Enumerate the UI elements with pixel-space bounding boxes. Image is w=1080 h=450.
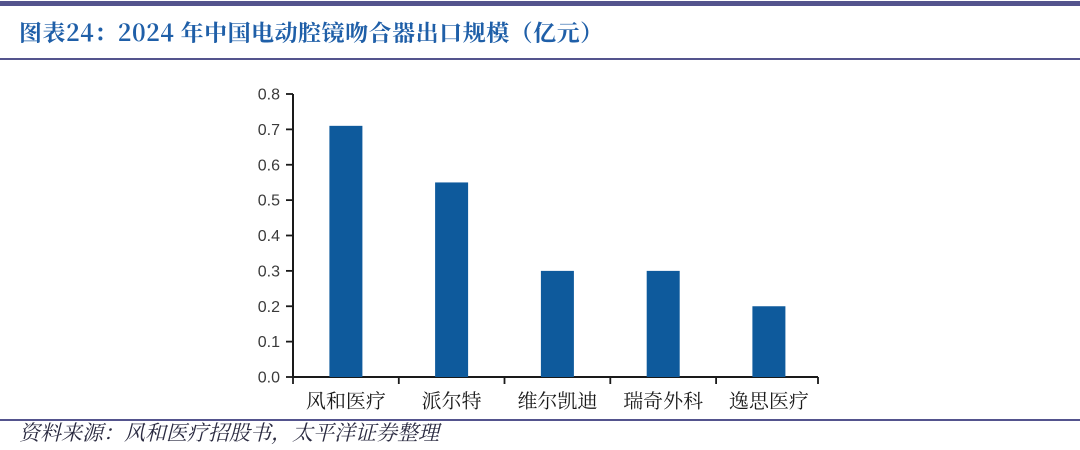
- svg-text:0.3: 0.3: [258, 263, 280, 280]
- svg-text:0.4: 0.4: [258, 228, 280, 245]
- svg-text:0.6: 0.6: [258, 157, 280, 174]
- svg-text:维尔凯迪: 维尔凯迪: [517, 385, 597, 414]
- svg-text:0.2: 0.2: [258, 299, 280, 316]
- svg-text:逸思医疗: 逸思医疗: [729, 385, 809, 414]
- svg-text:0.7: 0.7: [258, 122, 280, 139]
- svg-text:0.5: 0.5: [258, 193, 280, 210]
- svg-text:0.1: 0.1: [258, 334, 280, 351]
- svg-text:风和医疗: 风和医疗: [306, 385, 386, 414]
- svg-text:0.0: 0.0: [258, 370, 280, 387]
- svg-text:瑞奇外科: 瑞奇外科: [623, 385, 703, 414]
- svg-text:派尔特: 派尔特: [422, 385, 482, 414]
- svg-text:0.8: 0.8: [258, 87, 280, 104]
